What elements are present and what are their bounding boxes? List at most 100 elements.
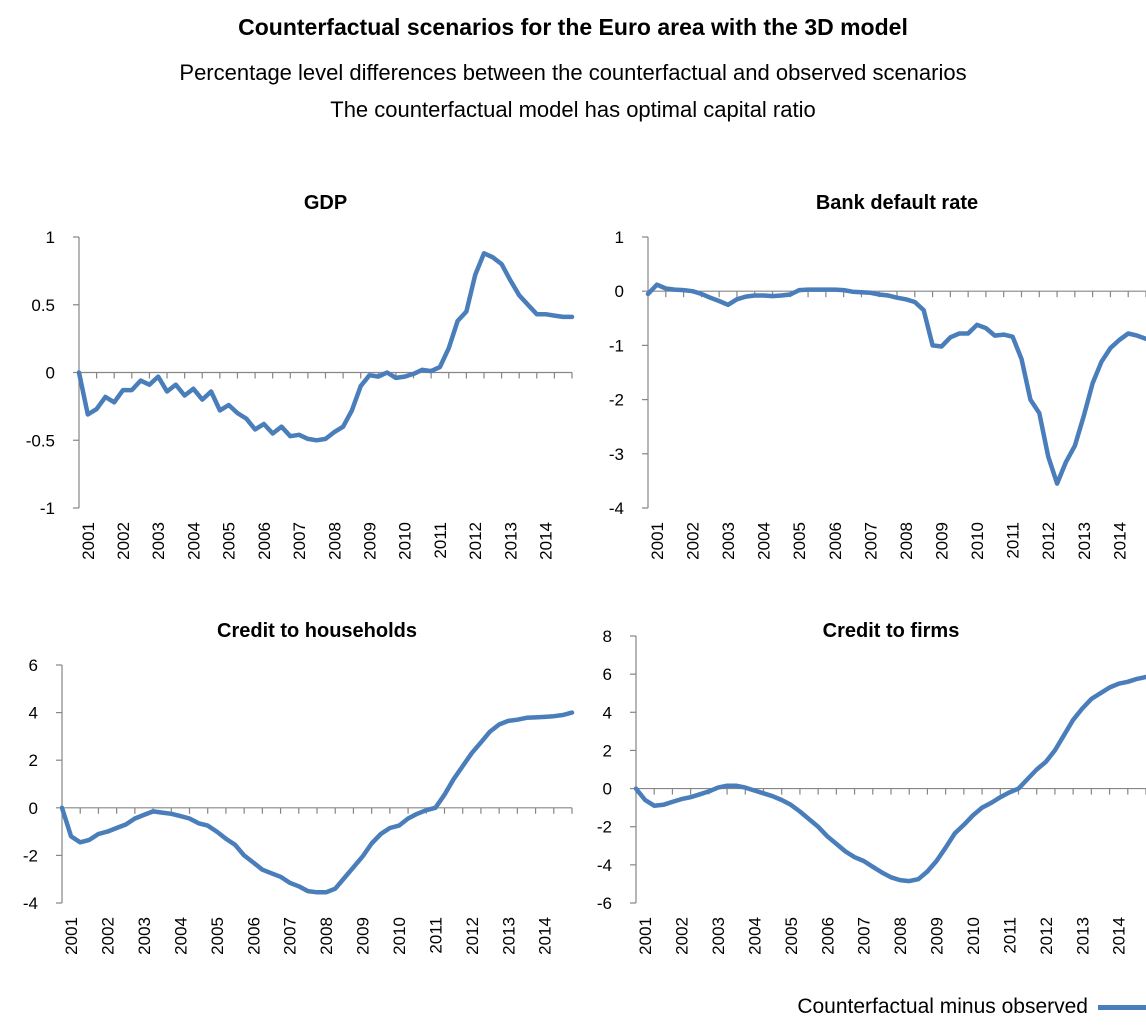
x-tick-label: 2006 xyxy=(826,522,845,560)
y-tick-label: 0 xyxy=(29,799,38,818)
x-tick-label: 2009 xyxy=(361,522,380,560)
x-tick-label: 2002 xyxy=(683,522,702,560)
y-tick-label: 1 xyxy=(615,228,624,247)
x-tick-label: 2001 xyxy=(79,522,98,560)
x-tick-label: 2008 xyxy=(317,917,336,955)
x-tick-label: 2010 xyxy=(390,917,409,955)
y-tick-label: 0 xyxy=(603,780,612,799)
x-tick-label: 2003 xyxy=(149,522,168,560)
x-tick-label: 2005 xyxy=(782,917,801,955)
y-tick-label: 2 xyxy=(29,751,38,770)
x-tick-label: 2012 xyxy=(466,522,485,560)
x-tick-label: 2007 xyxy=(855,917,874,955)
panel-title: Bank default rate xyxy=(816,192,978,214)
series-line xyxy=(645,282,1146,486)
chart-subtitle: Percentage level differences between the… xyxy=(179,60,967,85)
chart-subtitle-2: The counterfactual model has optimal cap… xyxy=(330,97,816,122)
y-tick-label: -4 xyxy=(597,856,612,875)
y-tick-label: -1 xyxy=(609,336,624,355)
x-tick-label: 2014 xyxy=(537,522,556,560)
series-line xyxy=(76,251,575,443)
x-tick-label: 2013 xyxy=(501,522,520,560)
x-tick-label: 2001 xyxy=(62,917,81,955)
x-tick-label: 2001 xyxy=(648,522,667,560)
x-tick-label: 2005 xyxy=(220,522,239,560)
x-tick-label: 2002 xyxy=(673,917,692,955)
x-tick-label: 2011 xyxy=(1004,522,1023,559)
x-tick-label: 2002 xyxy=(99,917,118,955)
series-line xyxy=(59,710,575,895)
y-tick-label: 0 xyxy=(46,364,55,383)
x-tick-label: 2004 xyxy=(184,522,203,560)
y-tick-label: 6 xyxy=(29,656,38,675)
x-tick-label: 2004 xyxy=(755,522,774,560)
x-tick-label: 2008 xyxy=(891,917,910,955)
y-tick-label: 4 xyxy=(603,703,612,722)
legend-swatch xyxy=(1098,1004,1146,1010)
x-tick-label: 2003 xyxy=(135,917,154,955)
panel-1: Bank default rate -4 -3 -2 -1 0 1 2001 2002 2003 2… xyxy=(609,192,1146,560)
y-tick-label: 0 xyxy=(615,282,624,301)
x-tick-label: 2011 xyxy=(1000,917,1019,954)
panel-title: Credit to households xyxy=(217,620,417,642)
y-tick-label: -3 xyxy=(609,445,624,464)
x-tick-label: 2005 xyxy=(790,522,809,560)
x-tick-label: 2003 xyxy=(719,522,738,560)
y-tick-label: -6 xyxy=(597,894,612,913)
x-tick-label: 2013 xyxy=(1073,917,1092,955)
panel-3: Credit to firms -6 -4 -2 0 2 4 6 8 2001 2002 2003 20… xyxy=(597,620,1146,955)
x-tick-label: 2014 xyxy=(1110,917,1129,955)
y-tick-label: -1 xyxy=(40,499,55,518)
y-tick-label: -0.5 xyxy=(26,431,55,450)
x-tick-label: 2007 xyxy=(861,522,880,560)
legend-label: Counterfactual minus observed xyxy=(797,995,1088,1018)
x-tick-label: 2002 xyxy=(114,522,133,560)
x-tick-label: 2006 xyxy=(255,522,274,560)
x-tick-label: 2009 xyxy=(932,522,951,560)
x-tick-label: 2012 xyxy=(1039,522,1058,560)
y-tick-label: 0.5 xyxy=(31,296,55,315)
x-tick-label: 2005 xyxy=(208,917,227,955)
x-tick-label: 2014 xyxy=(1110,522,1129,560)
y-tick-label: -2 xyxy=(597,818,612,837)
x-tick-label: 2013 xyxy=(499,917,518,955)
x-tick-label: 2009 xyxy=(928,917,947,955)
x-tick-label: 2010 xyxy=(968,522,987,560)
x-tick-label: 2012 xyxy=(463,917,482,955)
x-tick-label: 2006 xyxy=(244,917,263,955)
legend: Counterfactual minus observed xyxy=(797,995,1146,1019)
y-tick-label: 6 xyxy=(603,665,612,684)
x-tick-label: 2007 xyxy=(290,522,309,560)
y-tick-label: -2 xyxy=(23,846,38,865)
panel-2: Credit to households -4 -2 0 2 4 6 2001 2002 2003… xyxy=(23,620,575,955)
x-tick-label: 2010 xyxy=(396,522,415,560)
panel-0: GDP -1 -0.5 0 0.5 1 2001 2002 2003 2004 2005 2006 20… xyxy=(26,192,575,560)
series-line xyxy=(633,674,1146,884)
x-tick-label: 2008 xyxy=(897,522,916,560)
y-tick-label: 4 xyxy=(29,704,38,723)
x-tick-label: 2011 xyxy=(431,522,450,559)
panel-title: GDP xyxy=(304,192,347,214)
x-tick-label: 2007 xyxy=(281,917,300,955)
x-tick-label: 2009 xyxy=(354,917,373,955)
x-tick-label: 2011 xyxy=(426,917,445,954)
y-tick-label: 1 xyxy=(46,228,55,247)
x-tick-label: 2003 xyxy=(709,917,728,955)
y-tick-label: -4 xyxy=(23,894,38,913)
y-tick-label: -4 xyxy=(609,499,624,518)
x-tick-label: 2001 xyxy=(636,917,655,955)
x-tick-label: 2004 xyxy=(745,917,764,955)
y-tick-label: 8 xyxy=(603,627,612,646)
x-tick-label: 2010 xyxy=(964,917,983,955)
y-tick-label: 2 xyxy=(603,741,612,760)
y-tick-label: -2 xyxy=(609,391,624,410)
x-tick-label: 2006 xyxy=(818,917,837,955)
x-tick-label: 2014 xyxy=(536,917,555,955)
x-tick-label: 2004 xyxy=(171,917,190,955)
panel-title: Credit to firms xyxy=(823,620,960,642)
x-tick-label: 2008 xyxy=(325,522,344,560)
x-tick-label: 2012 xyxy=(1037,917,1056,955)
x-tick-label: 2013 xyxy=(1075,522,1094,560)
chart-title: Counterfactual scenarios for the Euro ar… xyxy=(238,14,908,40)
